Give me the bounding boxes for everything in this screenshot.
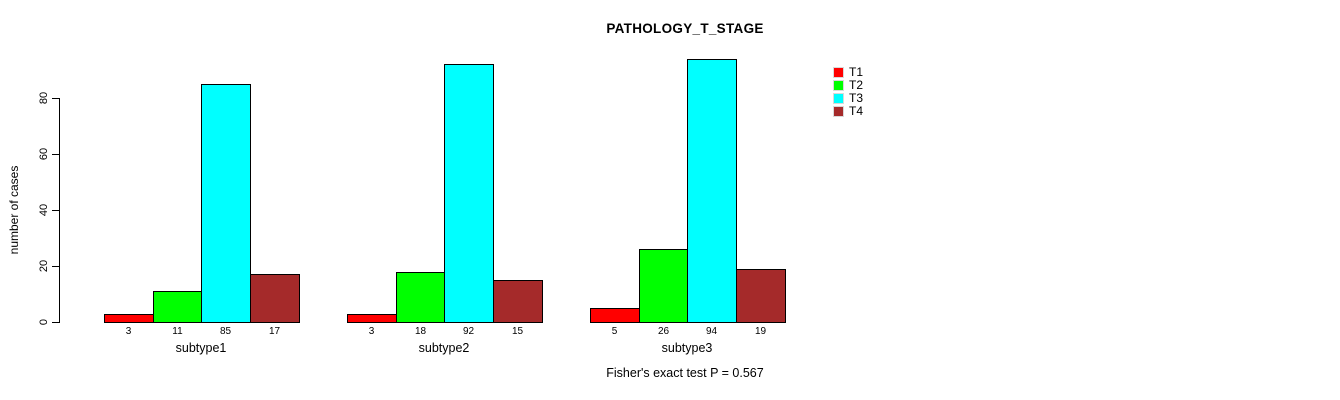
legend-label: T2	[849, 78, 864, 92]
y-tick-mark	[52, 154, 59, 155]
legend-label: T1	[849, 65, 864, 79]
bar-subtype3-T3	[687, 59, 737, 323]
legend-swatch-T4	[833, 106, 844, 117]
legend-swatch-T3	[833, 93, 844, 104]
bar-value-label: 18	[414, 326, 427, 337]
bar-value-label: 94	[705, 326, 718, 337]
y-axis-line	[59, 98, 60, 323]
stat-test-annotation: Fisher's exact test P = 0.567	[606, 366, 764, 380]
bar-subtype3-T1	[590, 308, 640, 323]
chart-title: PATHOLOGY_T_STAGE	[606, 21, 764, 36]
bar-value-label: 15	[511, 326, 524, 337]
bar-value-label: 19	[754, 326, 767, 337]
bar-subtype1-T1	[104, 314, 154, 323]
bar-subtype2-T3	[444, 64, 494, 323]
y-tick-mark	[52, 98, 59, 99]
bar-value-label: 26	[657, 326, 670, 337]
category-label-subtype2: subtype2	[418, 341, 470, 355]
bar-subtype2-T4	[493, 280, 543, 323]
y-tick-label: 40	[38, 203, 50, 217]
category-label-subtype3: subtype3	[661, 341, 713, 355]
category-label-subtype1: subtype1	[175, 341, 227, 355]
y-tick-label: 80	[38, 91, 50, 105]
bar-subtype3-T4	[736, 269, 786, 323]
y-axis-label: number of cases	[7, 165, 21, 255]
y-tick-label: 0	[38, 318, 50, 326]
bar-value-label: 3	[368, 326, 375, 337]
bar-subtype1-T4	[250, 274, 300, 323]
bar-subtype1-T3	[201, 84, 251, 323]
y-tick-mark	[52, 322, 59, 323]
y-tick-label: 60	[38, 147, 50, 161]
bar-subtype2-T2	[396, 272, 446, 323]
legend-label: T3	[849, 91, 864, 105]
legend-label: T4	[849, 104, 864, 118]
legend-swatch-T1	[833, 67, 844, 78]
bar-value-label: 5	[611, 326, 618, 337]
bar-value-label: 85	[219, 326, 232, 337]
bar-value-label: 92	[462, 326, 475, 337]
bar-subtype3-T2	[639, 249, 689, 323]
bar-subtype1-T2	[153, 291, 203, 323]
bar-value-label: 11	[172, 326, 183, 337]
y-tick-mark	[52, 266, 59, 267]
y-tick-mark	[52, 210, 59, 211]
bar-subtype2-T1	[347, 314, 397, 323]
bar-value-label: 17	[268, 326, 281, 337]
y-tick-label: 20	[38, 259, 50, 273]
bar-value-label: 3	[125, 326, 132, 337]
legend-swatch-T2	[833, 80, 844, 91]
